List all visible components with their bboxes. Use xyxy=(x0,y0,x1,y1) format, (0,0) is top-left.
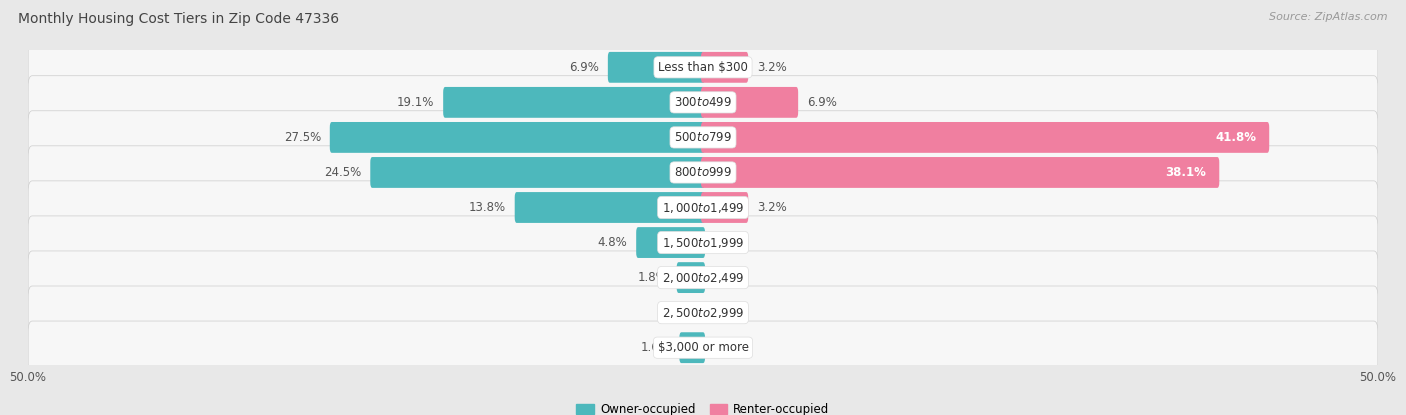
FancyBboxPatch shape xyxy=(702,87,799,118)
FancyBboxPatch shape xyxy=(702,157,1219,188)
Text: 1.8%: 1.8% xyxy=(638,271,668,284)
Text: 4.8%: 4.8% xyxy=(598,236,627,249)
Text: Source: ZipAtlas.com: Source: ZipAtlas.com xyxy=(1270,12,1388,22)
Text: 0.0%: 0.0% xyxy=(714,236,744,249)
Text: $2,500 to $2,999: $2,500 to $2,999 xyxy=(662,305,744,320)
Text: 6.9%: 6.9% xyxy=(569,61,599,74)
Text: 1.6%: 1.6% xyxy=(641,341,671,354)
Text: $800 to $999: $800 to $999 xyxy=(673,166,733,179)
Text: $2,000 to $2,499: $2,000 to $2,499 xyxy=(662,271,744,285)
Text: 41.8%: 41.8% xyxy=(1215,131,1257,144)
FancyBboxPatch shape xyxy=(702,122,1270,153)
Text: 19.1%: 19.1% xyxy=(396,96,434,109)
FancyBboxPatch shape xyxy=(443,87,704,118)
FancyBboxPatch shape xyxy=(28,146,1378,199)
Text: 6.9%: 6.9% xyxy=(807,96,837,109)
Text: $3,000 or more: $3,000 or more xyxy=(658,341,748,354)
FancyBboxPatch shape xyxy=(28,286,1378,339)
Text: $500 to $799: $500 to $799 xyxy=(673,131,733,144)
FancyBboxPatch shape xyxy=(702,52,748,83)
FancyBboxPatch shape xyxy=(28,216,1378,269)
Text: 0.0%: 0.0% xyxy=(714,306,744,319)
FancyBboxPatch shape xyxy=(28,181,1378,234)
Text: 24.5%: 24.5% xyxy=(325,166,361,179)
Text: 13.8%: 13.8% xyxy=(468,201,506,214)
FancyBboxPatch shape xyxy=(330,122,704,153)
FancyBboxPatch shape xyxy=(636,227,704,258)
Text: Less than $300: Less than $300 xyxy=(658,61,748,74)
Text: 0.0%: 0.0% xyxy=(714,271,744,284)
Text: 27.5%: 27.5% xyxy=(284,131,321,144)
FancyBboxPatch shape xyxy=(28,321,1378,374)
Text: 38.1%: 38.1% xyxy=(1166,166,1206,179)
FancyBboxPatch shape xyxy=(607,52,704,83)
Text: 3.2%: 3.2% xyxy=(756,61,787,74)
Legend: Owner-occupied, Renter-occupied: Owner-occupied, Renter-occupied xyxy=(576,403,830,415)
FancyBboxPatch shape xyxy=(28,111,1378,164)
FancyBboxPatch shape xyxy=(679,332,704,363)
Text: 0.0%: 0.0% xyxy=(714,341,744,354)
Text: $1,000 to $1,499: $1,000 to $1,499 xyxy=(662,200,744,215)
FancyBboxPatch shape xyxy=(676,262,704,293)
FancyBboxPatch shape xyxy=(702,192,748,223)
FancyBboxPatch shape xyxy=(515,192,704,223)
Text: Monthly Housing Cost Tiers in Zip Code 47336: Monthly Housing Cost Tiers in Zip Code 4… xyxy=(18,12,339,27)
FancyBboxPatch shape xyxy=(28,41,1378,94)
Text: $300 to $499: $300 to $499 xyxy=(673,96,733,109)
FancyBboxPatch shape xyxy=(28,76,1378,129)
Text: 3.2%: 3.2% xyxy=(756,201,787,214)
FancyBboxPatch shape xyxy=(370,157,704,188)
Text: 0.0%: 0.0% xyxy=(662,306,692,319)
Text: $1,500 to $1,999: $1,500 to $1,999 xyxy=(662,236,744,249)
FancyBboxPatch shape xyxy=(28,251,1378,304)
